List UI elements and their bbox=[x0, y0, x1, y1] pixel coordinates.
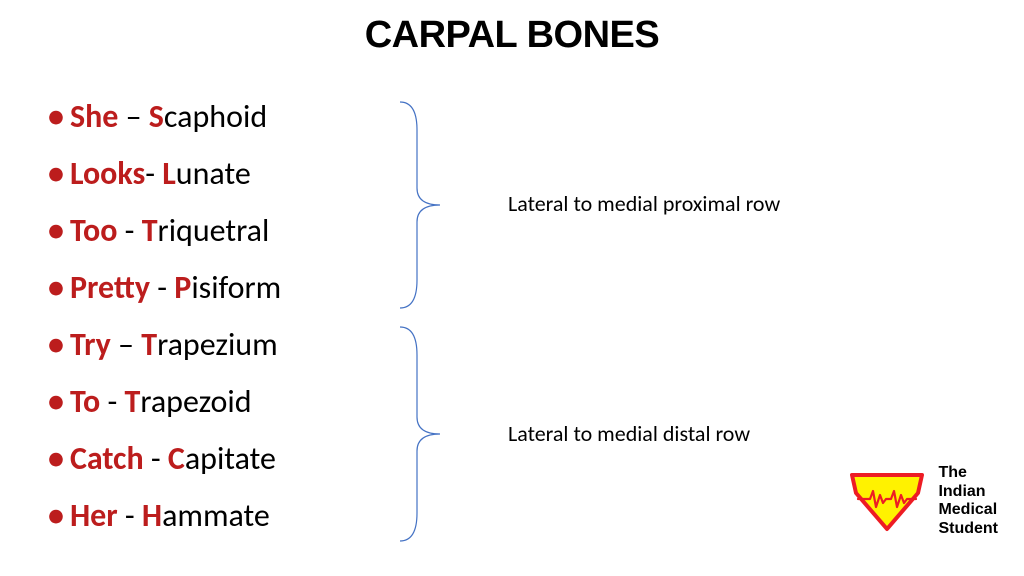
brand-line: The bbox=[938, 464, 998, 482]
separator: - bbox=[118, 496, 142, 535]
list-item: • Pretty - Pisiform bbox=[48, 259, 281, 316]
brand-line: Indian bbox=[938, 483, 998, 501]
separator: – bbox=[118, 97, 148, 136]
mnemonic-word: Her bbox=[70, 496, 118, 535]
superman-shield-icon bbox=[846, 469, 928, 533]
bullet-icon: • bbox=[48, 386, 64, 418]
mnemonic-word: To bbox=[70, 382, 100, 421]
brand-line: Student bbox=[938, 520, 998, 538]
mnemonic-word: She bbox=[70, 97, 118, 136]
mnemonic-list: • She – Scaphoid • Looks - Lunate • Too … bbox=[48, 88, 281, 544]
separator: - bbox=[145, 154, 162, 193]
bone-rest: rapezium bbox=[157, 325, 278, 364]
mnemonic-word: Try bbox=[70, 325, 111, 364]
brace-icon bbox=[395, 100, 445, 310]
mnemonic-word: Too bbox=[70, 211, 117, 250]
list-item: • Looks - Lunate bbox=[48, 145, 281, 202]
mnemonic-word: Looks bbox=[70, 154, 145, 193]
brand-line: Medical bbox=[938, 501, 998, 519]
bullet-icon: • bbox=[48, 443, 64, 475]
bone-initial: C bbox=[168, 439, 185, 478]
bone-rest: rapezoid bbox=[140, 382, 251, 421]
bullet-icon: • bbox=[48, 500, 64, 532]
bone-initial: L bbox=[162, 154, 176, 193]
brand-text: The Indian Medical Student bbox=[938, 464, 998, 538]
bullet-icon: • bbox=[48, 215, 64, 247]
mnemonic-word: Pretty bbox=[70, 268, 150, 307]
annotation-distal: Lateral to medial distal row bbox=[508, 420, 750, 447]
list-item: • Catch - Capitate bbox=[48, 430, 281, 487]
list-item: • Her - Hammate bbox=[48, 487, 281, 544]
separator: - bbox=[117, 211, 141, 250]
bone-rest: caphoid bbox=[164, 97, 267, 136]
bone-rest: apitate bbox=[185, 439, 276, 478]
mnemonic-word: Catch bbox=[70, 439, 144, 478]
list-item: • She – Scaphoid bbox=[48, 88, 281, 145]
bone-initial: T bbox=[141, 325, 157, 364]
list-item: • Too - Triquetral bbox=[48, 202, 281, 259]
separator: - bbox=[100, 382, 124, 421]
bone-initial: S bbox=[149, 97, 164, 136]
list-item: • To - Trapezoid bbox=[48, 373, 281, 430]
brand-logo: The Indian Medical Student bbox=[846, 464, 998, 538]
bullet-icon: • bbox=[48, 158, 64, 190]
page-title: CARPAL BONES bbox=[0, 14, 1024, 57]
bullet-icon: • bbox=[48, 101, 64, 133]
bone-initial: T bbox=[142, 211, 158, 250]
separator: – bbox=[111, 325, 141, 364]
bone-initial: H bbox=[142, 496, 162, 535]
bone-initial: T bbox=[124, 382, 140, 421]
bone-rest: unate bbox=[176, 154, 251, 193]
brace-icon bbox=[395, 325, 445, 543]
bone-rest: riquetral bbox=[158, 211, 270, 250]
bullet-icon: • bbox=[48, 329, 64, 361]
bone-rest: isiform bbox=[191, 268, 281, 307]
bone-rest: ammate bbox=[162, 496, 270, 535]
title-text: CARPAL BONES bbox=[365, 14, 660, 56]
list-item: • Try – Trapezium bbox=[48, 316, 281, 373]
separator: - bbox=[144, 439, 168, 478]
separator: - bbox=[150, 268, 174, 307]
bullet-icon: • bbox=[48, 272, 64, 304]
bone-initial: P bbox=[174, 268, 191, 307]
annotation-proximal: Lateral to medial proximal row bbox=[508, 190, 780, 217]
